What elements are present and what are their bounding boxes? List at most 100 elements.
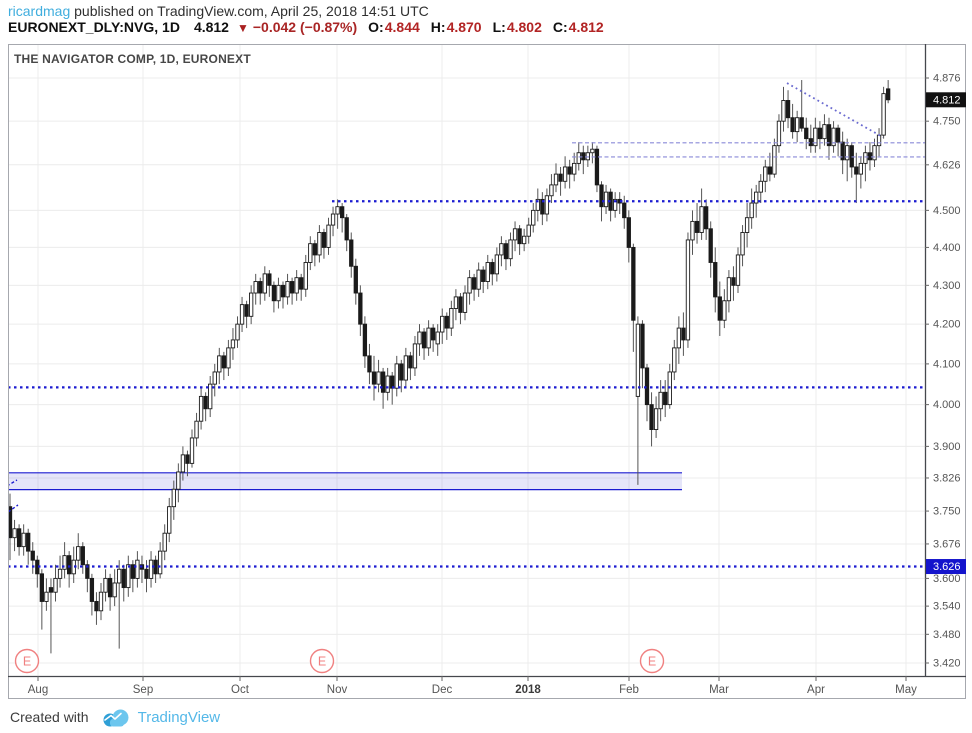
- down-candle-body: [490, 262, 495, 275]
- candlestick: [376, 359, 381, 393]
- candlestick: [653, 396, 659, 438]
- down-candle-body: [26, 532, 31, 552]
- candlestick: [299, 273, 304, 301]
- up-candle-body: [180, 454, 186, 473]
- down-candle-body: [517, 228, 522, 245]
- candlestick: [631, 243, 636, 352]
- up-candle-body: [744, 217, 750, 233]
- up-candle-body: [872, 145, 877, 161]
- candlestick: [562, 156, 568, 189]
- up-candle-body: [308, 243, 313, 263]
- up-candle-body: [21, 532, 26, 548]
- up-candle-body: [285, 281, 290, 298]
- candlestick: [590, 142, 595, 164]
- down-candle-body: [785, 100, 791, 119]
- candlestick: [567, 159, 572, 189]
- candlestick: [226, 339, 231, 377]
- candlestick: [749, 188, 754, 229]
- chart-frame: [8, 44, 966, 699]
- candlestick: [80, 542, 85, 574]
- candlestick: [362, 316, 368, 368]
- candlestick: [135, 551, 140, 588]
- candlestick: [881, 86, 886, 139]
- down-candle-body: [39, 573, 45, 602]
- price-tick-label: 3.750: [933, 506, 961, 518]
- candlestick: [849, 142, 854, 178]
- up-candle-body: [822, 124, 827, 140]
- candlestick: [699, 188, 704, 240]
- down-candle-body: [826, 124, 832, 147]
- candlestick: [344, 214, 349, 252]
- candlestick: [499, 236, 504, 267]
- candlestick: [399, 359, 404, 393]
- candlestick: [481, 266, 486, 294]
- candlestick: [358, 285, 363, 336]
- earnings-marker: E: [639, 648, 665, 674]
- candlestick: [576, 142, 581, 171]
- candlestick: [763, 159, 768, 193]
- candlestick: [512, 221, 518, 252]
- candlestick: [317, 225, 322, 263]
- up-candle-body: [553, 173, 559, 186]
- down-candle-body: [681, 327, 686, 341]
- candlestick: [185, 450, 190, 477]
- down-candle-body: [267, 273, 272, 286]
- candlestick: [608, 188, 613, 222]
- up-candle-body: [248, 292, 254, 317]
- down-candle-body: [644, 367, 650, 406]
- candlestick: [517, 225, 522, 255]
- candlestick: [740, 225, 745, 267]
- up-candle-body: [735, 254, 741, 286]
- chart-plot[interactable]: E E E4.8764.7504.6264.5004.4004.3004.2004.…: [8, 44, 966, 699]
- time-tick-label: Mar: [709, 684, 729, 696]
- candlestick: [380, 367, 386, 409]
- up-candle-body: [126, 564, 131, 589]
- candlestick: [280, 281, 286, 309]
- price-tick-label: 4.100: [933, 358, 961, 370]
- price-tick-label: 4.626: [933, 159, 961, 171]
- attribution-text: published on TradingView.com, April 25, …: [70, 3, 429, 19]
- down-candle-body: [840, 141, 845, 161]
- down-candle-body: [444, 315, 449, 329]
- up-candle-body: [795, 117, 800, 133]
- candlestick: [239, 296, 245, 333]
- candlestick: [467, 270, 472, 305]
- down-candle-body: [221, 355, 226, 369]
- attribution-line: ricardmag published on TradingView.com, …: [8, 3, 429, 19]
- down-candle-body: [849, 145, 854, 168]
- down-candle-body: [340, 206, 345, 219]
- down-candle-body: [540, 198, 545, 215]
- down-candle-body: [481, 269, 486, 282]
- candlestick: [886, 80, 891, 104]
- tradingview-link[interactable]: TradingView: [137, 708, 221, 726]
- up-candle-body: [403, 355, 408, 381]
- down-candle-body: [835, 127, 841, 143]
- up-candle-body: [740, 232, 745, 256]
- candlestick: [53, 564, 58, 602]
- down-candle-body: [431, 327, 436, 341]
- down-candle-body: [471, 277, 477, 290]
- candlestick: [189, 429, 195, 468]
- last-price: 4.812: [193, 19, 229, 35]
- candlestick: [831, 121, 836, 153]
- candlestick: [340, 203, 345, 233]
- candlestick: [385, 367, 390, 401]
- candlestick: [440, 308, 445, 344]
- candlestick: [613, 192, 618, 218]
- up-candle-body: [685, 239, 691, 341]
- up-candle-body: [858, 162, 864, 175]
- up-candle-body: [508, 239, 513, 260]
- down-candle-body: [599, 184, 604, 208]
- down-candle-body: [289, 281, 295, 294]
- candlestick: [289, 277, 295, 305]
- candlestick: [663, 380, 668, 418]
- down-candle-body: [631, 246, 636, 321]
- down-candle-body: [371, 371, 377, 385]
- candlestick: [44, 578, 49, 611]
- candlestick: [449, 300, 454, 336]
- author-link[interactable]: ricardmag: [8, 3, 71, 19]
- up-candle-body: [426, 327, 431, 349]
- up-candle-body: [881, 93, 886, 136]
- ohlc-values: O:4.844 H:4.870 L:4.802 C:4.812: [357, 19, 604, 35]
- up-candle-body: [117, 568, 122, 584]
